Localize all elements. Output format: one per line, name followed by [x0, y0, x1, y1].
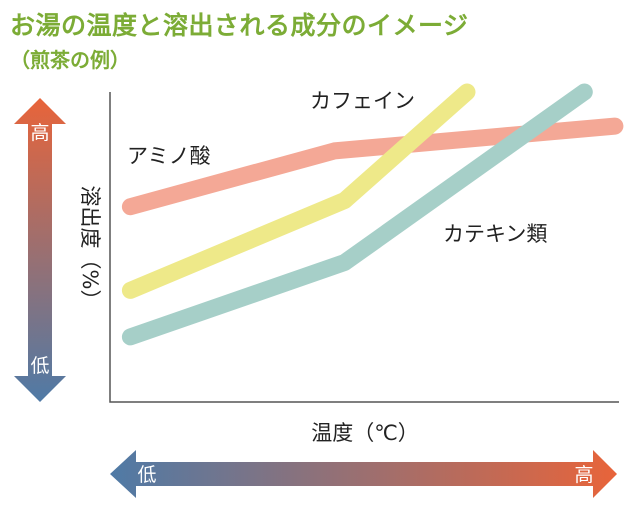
y-scale-low-label: 低	[30, 355, 49, 377]
x-scale-high-label: 高	[574, 464, 593, 486]
series-line-caffeine	[121, 83, 476, 299]
axis-frame	[109, 92, 619, 403]
series-layer	[121, 83, 624, 346]
series-label-amino-acid: アミノ酸	[127, 144, 211, 168]
chart-subtitle: （煎茶の例）	[10, 48, 130, 72]
vertical-scale-arrow	[14, 98, 66, 402]
series-label-catechins: カテキン類	[443, 222, 547, 246]
y-axis-label: 溶出度（%）	[78, 186, 102, 311]
x-scale-low-label: 低	[137, 464, 156, 486]
series-label-caffeine: カフェイン	[310, 89, 415, 113]
chart-title: お湯の温度と溶出される成分のイメージ	[10, 11, 469, 40]
series-line-catechins	[121, 83, 593, 346]
y-scale-high-label: 高	[30, 122, 49, 144]
horizontal-scale-arrow	[110, 450, 617, 498]
x-axis-label: 温度（℃）	[311, 421, 419, 445]
